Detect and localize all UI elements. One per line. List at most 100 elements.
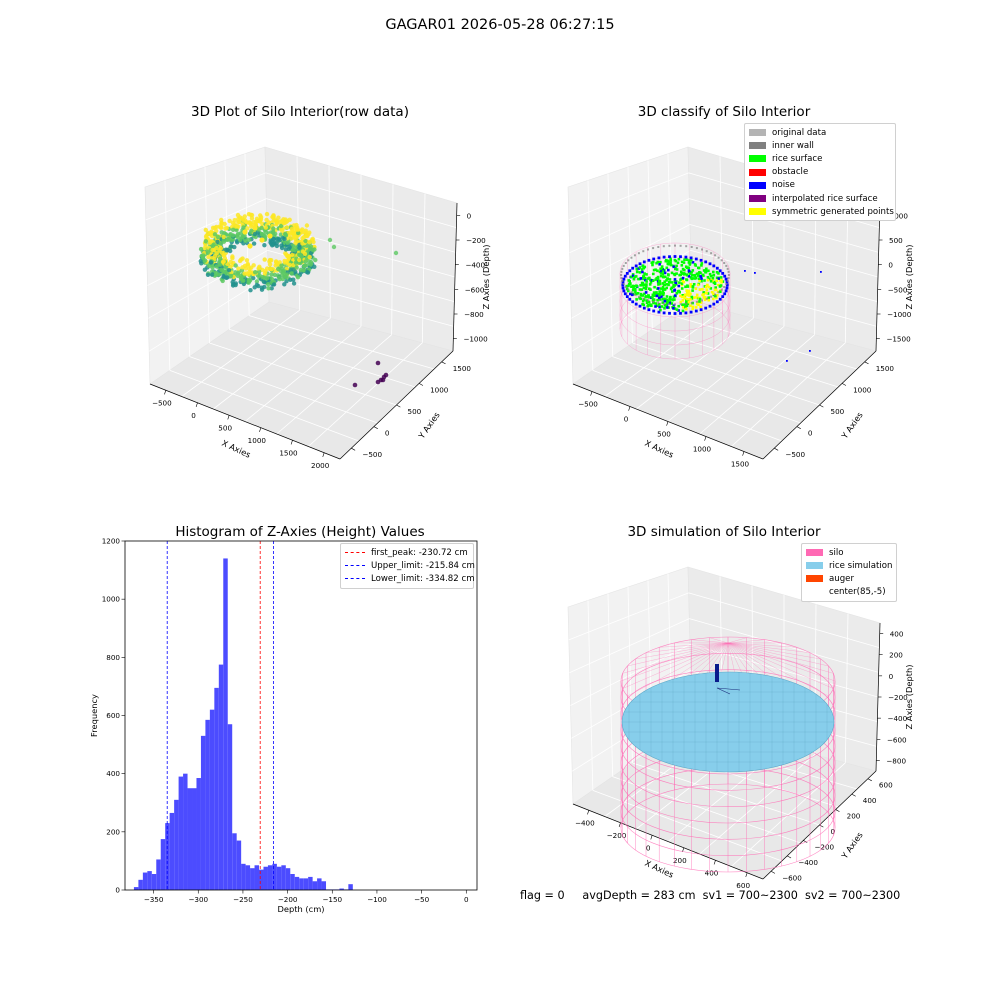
class-wall-point [647,248,649,251]
flag-value: flag = 0 [520,889,565,902]
class-point [680,287,684,290]
class-point [668,280,671,284]
class-wall-point [674,244,676,247]
class-wall-point [717,256,720,259]
histogram-bar [223,558,228,890]
legend-line-swatch [345,552,365,554]
class-point [642,277,645,281]
raw-point [230,233,236,238]
class-point [675,280,678,283]
histogram-y-tick-label: 400 [106,769,120,778]
class-point [659,308,662,312]
raw-point [265,275,270,281]
raw-x-tick-label: 500 [218,423,232,432]
class-x-tick-label: 1000 [693,445,712,454]
legend-swatch [806,549,823,557]
class-z-tick-label: −1000 [887,310,912,319]
histogram-y-tick-label: 600 [106,711,120,720]
class-point [651,296,654,299]
sim-wire-roof [727,642,829,697]
class-wall-point [631,266,635,270]
sim-z-tick-label: −400 [887,714,907,723]
class-wall-point [704,260,708,264]
raw-point [266,282,271,287]
raw-point [282,236,287,242]
raw-point [203,243,208,248]
class-point [696,296,700,300]
class-point [632,284,636,288]
raw-point [274,222,279,227]
histogram-bar [200,735,206,890]
class-point [647,294,650,297]
raw-point [279,245,285,251]
class-point [685,278,689,282]
histogram-plot: −350 −300 −250 −200 −150 −100 −50 0 0 200 400 600 80… [89,537,478,914]
raw-point [288,277,293,282]
class-point [675,268,679,271]
raw-point [242,229,248,235]
class-point [684,305,687,309]
class-point [639,284,642,287]
class-point [703,298,707,302]
class-point [682,261,686,264]
class-point [721,280,725,283]
raw-point [247,278,252,284]
class-point [642,266,645,269]
class-point [694,306,698,309]
class-point [654,305,657,308]
class-point [663,271,667,275]
raw-point [269,258,274,263]
class-point [654,302,658,305]
class-point [712,273,716,277]
class-point [680,264,684,267]
raw-point [253,270,258,275]
raw-point [297,252,302,257]
class-point [649,281,653,284]
class-point [720,278,723,282]
class-x-tick-label: 500 [657,430,671,439]
class-point [719,276,723,279]
raw-point [269,276,275,282]
sim-wire-roof [727,642,834,689]
histogram-bar [196,778,201,890]
class-point [695,296,698,299]
raw-point [281,217,286,222]
class-point [665,286,668,290]
raw-point [205,250,211,255]
class-wall-point [652,309,656,313]
sim-y-tick-mark [803,840,808,843]
legend-item: Upper_limit: -215.84 cm [345,559,475,572]
raw-point [214,228,219,234]
class-point [656,277,660,280]
class-wall-point [622,289,626,293]
class-wall-point [668,311,671,315]
avg-depth-value: avgDepth = 283 cm [582,889,696,902]
raw-point [236,219,241,225]
class-wall-point [720,288,723,291]
raw-point [270,214,275,220]
sim-y-tick-mark [819,824,824,828]
class-wall-point [647,299,649,302]
raw-point [205,272,211,277]
raw-point [255,218,260,224]
class-point [642,286,646,290]
histogram-bar [241,863,246,890]
class-wall-point [708,304,712,308]
raw-grid [148,275,269,352]
raw-point [266,286,271,291]
class-point [711,276,715,280]
class-point [630,275,633,279]
class-point [681,299,685,302]
class-point [658,305,661,309]
histogram-x-tick-label: 0 [464,895,469,904]
legend-label: obstacle [772,167,809,178]
class-point [695,293,699,297]
raw-point [262,271,268,276]
class-point [686,302,690,306]
class-point [659,271,663,275]
raw-point [284,225,290,230]
class-wall-point [721,295,725,298]
class-point [652,272,655,276]
class-point [641,283,645,286]
histogram-title: Histogram of Z-Axies (Height) Values [175,524,425,540]
